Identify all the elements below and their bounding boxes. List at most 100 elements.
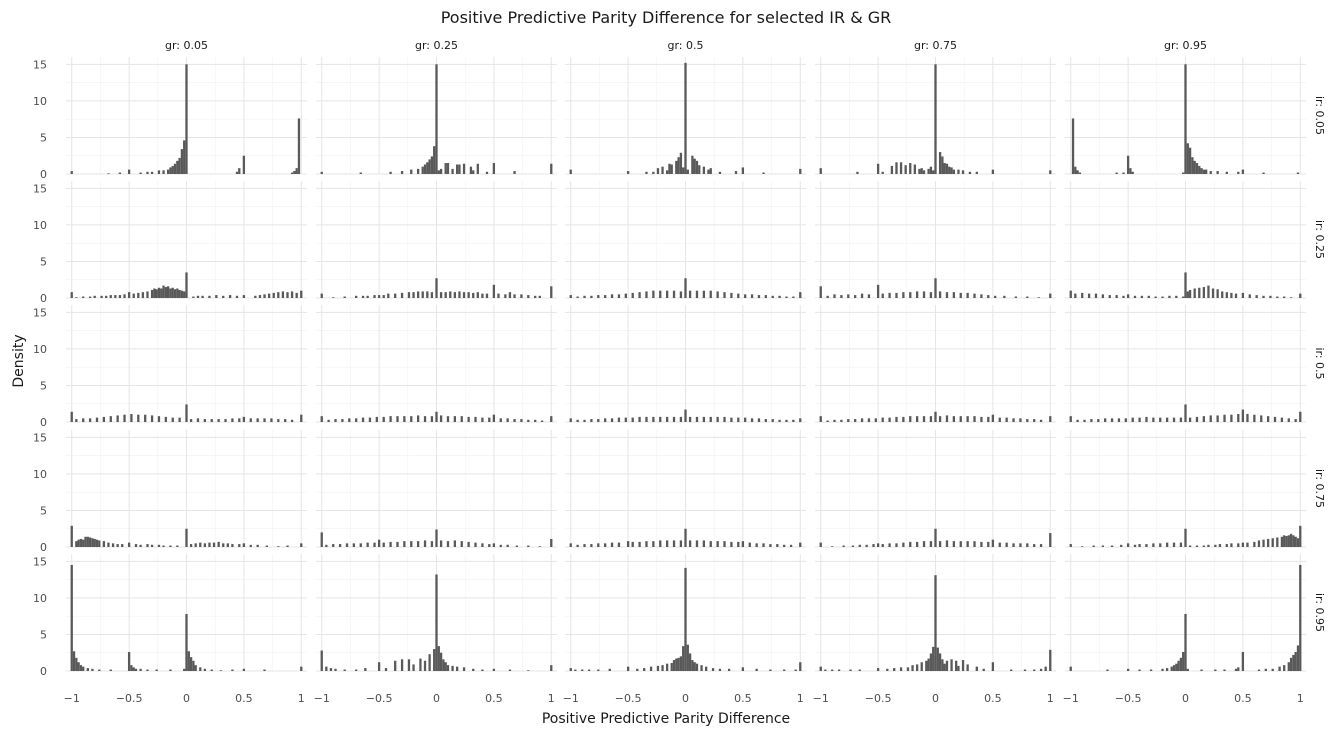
histogram-bar xyxy=(1138,669,1141,671)
histogram-bar xyxy=(881,293,884,298)
histogram-bar xyxy=(394,660,397,671)
histogram-bar xyxy=(75,419,78,422)
histogram-bar xyxy=(899,667,903,671)
histogram-bar xyxy=(819,666,822,671)
histogram-bar xyxy=(1172,417,1176,422)
histogram-bar xyxy=(610,294,614,298)
histogram-bar xyxy=(695,160,699,174)
histogram-bar xyxy=(1122,172,1125,174)
histogram-bar xyxy=(400,171,404,174)
histogram-bar xyxy=(474,542,477,547)
histogram-bar xyxy=(938,653,942,671)
histogram-bar xyxy=(423,540,427,547)
histogram-bar xyxy=(196,418,200,422)
histogram-bar xyxy=(444,292,447,298)
histogram-bar xyxy=(210,419,213,422)
histogram-bar xyxy=(1049,649,1052,671)
histogram-bar xyxy=(485,171,489,174)
histogram-bar xyxy=(991,662,995,671)
histogram-bar xyxy=(171,417,174,422)
histogram-bar xyxy=(959,292,962,298)
histogram-bar xyxy=(263,669,266,671)
histogram-bar xyxy=(675,160,678,174)
histogram-bar xyxy=(1294,651,1297,671)
histogram-bar xyxy=(1299,564,1302,671)
histogram-bar xyxy=(709,168,712,174)
histogram-bar xyxy=(171,287,174,298)
histogram-bar xyxy=(705,666,708,671)
histogram-bar xyxy=(1120,544,1123,547)
histogram-bar xyxy=(665,663,669,671)
histogram-bar xyxy=(540,420,544,422)
histogram-bar xyxy=(1186,291,1189,298)
histogram-bar xyxy=(652,290,655,298)
histogram-bar xyxy=(79,665,83,671)
histogram-bar xyxy=(771,295,774,298)
y-tick-label: 5 xyxy=(40,131,47,144)
histogram-bar xyxy=(162,285,165,298)
histogram-bar xyxy=(472,668,475,671)
histogram-bar xyxy=(506,544,509,547)
histogram-bar xyxy=(1276,537,1279,547)
histogram-bar xyxy=(1296,538,1300,547)
histogram-bar xyxy=(1223,414,1226,422)
histogram-bar xyxy=(513,294,516,298)
histogram-bar xyxy=(137,292,140,298)
histogram-bar xyxy=(1294,536,1297,547)
histogram-bar xyxy=(1175,663,1178,671)
histogram-bar xyxy=(980,541,983,547)
histogram-bar xyxy=(1292,654,1295,671)
histogram-bar xyxy=(1179,657,1183,671)
facet-panel xyxy=(66,57,307,175)
histogram-bar xyxy=(684,567,687,671)
histogram-bar xyxy=(187,651,190,671)
histogram-bar xyxy=(222,543,225,547)
histogram-bar xyxy=(508,292,512,298)
histogram-bar xyxy=(1287,418,1290,422)
histogram-bar xyxy=(909,416,912,422)
histogram-bar xyxy=(373,295,376,298)
histogram-bar xyxy=(597,419,600,422)
histogram-bar xyxy=(1209,415,1212,422)
histogram-bar xyxy=(421,291,424,298)
histogram-bar xyxy=(975,666,978,671)
histogram-bar xyxy=(934,64,937,174)
histogram-bar xyxy=(1012,543,1015,547)
row-strip-label: ir: 0.05 xyxy=(1313,96,1326,135)
histogram-bar xyxy=(127,542,131,547)
histogram-bar xyxy=(277,292,280,298)
histogram-bar xyxy=(180,149,184,174)
facet-panel xyxy=(565,305,806,423)
histogram-bar xyxy=(769,544,772,547)
histogram-bar xyxy=(776,544,779,547)
histogram-bar xyxy=(373,542,376,547)
histogram-bar xyxy=(679,656,683,671)
histogram-bar xyxy=(679,291,683,298)
y-tick-label: 0 xyxy=(40,292,47,305)
histogram-bar xyxy=(684,62,687,174)
histogram-bar xyxy=(1225,292,1228,298)
histogram-bar xyxy=(249,418,252,422)
histogram-bar xyxy=(359,172,362,174)
y-tick-label: 0 xyxy=(40,168,47,181)
histogram-bar xyxy=(1283,665,1286,671)
histogram-bar xyxy=(1237,543,1240,547)
histogram-bar xyxy=(998,417,1001,422)
histogram-bar xyxy=(691,155,694,174)
histogram-bar xyxy=(1092,545,1095,547)
histogram-bar xyxy=(597,295,600,298)
histogram-bar xyxy=(709,416,712,422)
histogram-bar xyxy=(659,290,662,298)
histogram-bar xyxy=(1214,669,1217,671)
histogram-bar xyxy=(130,665,133,671)
histogram-bar xyxy=(430,541,434,547)
histogram-bar xyxy=(966,292,969,298)
histogram-bar xyxy=(222,295,225,298)
histogram-bar xyxy=(444,662,447,671)
histogram-bar xyxy=(604,418,607,422)
histogram-bar xyxy=(176,545,179,547)
histogram-bar xyxy=(1200,669,1203,671)
histogram-bar xyxy=(430,156,434,174)
histogram-bar xyxy=(858,544,861,547)
histogram-bar xyxy=(332,297,335,298)
